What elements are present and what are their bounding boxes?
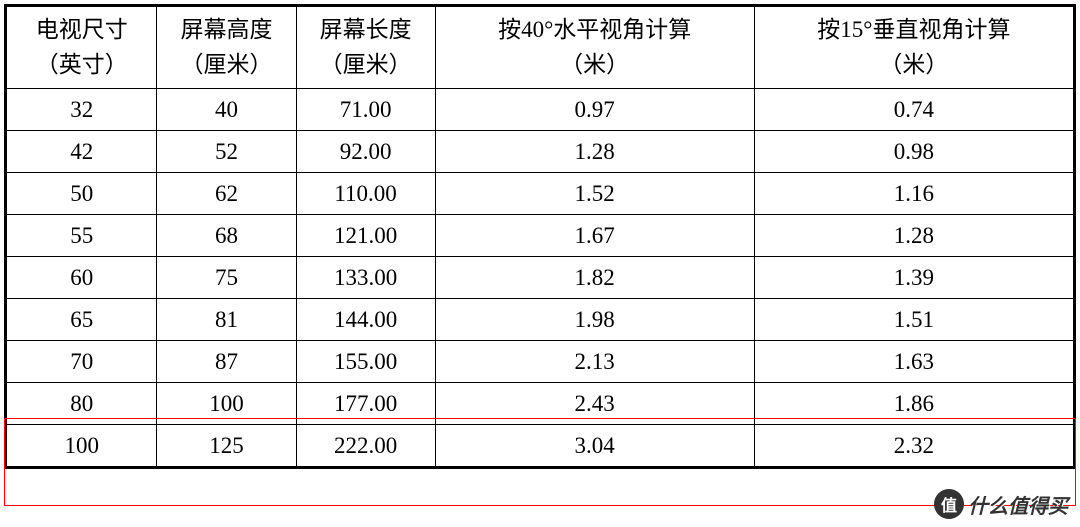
cell-screen-width: 155.00 <box>296 341 435 383</box>
cell-screen-height: 40 <box>157 89 296 131</box>
cell-horizontal: 0.97 <box>435 89 754 131</box>
cell-vertical: 1.16 <box>754 173 1073 215</box>
cell-vertical: 1.86 <box>754 383 1073 425</box>
table-body: 32 40 71.00 0.97 0.74 42 52 92.00 1.28 0… <box>7 89 1074 467</box>
cell-vertical: 0.74 <box>754 89 1073 131</box>
header-line-2: （米） <box>757 48 1071 83</box>
table-row: 60 75 133.00 1.82 1.39 <box>7 257 1074 299</box>
cell-screen-width: 144.00 <box>296 299 435 341</box>
cell-screen-height: 125 <box>157 425 296 467</box>
tv-size-table: 电视尺寸 （英寸） 屏幕高度 （厘米） 屏幕长度 （厘米） 按40°水平视角计算… <box>6 6 1074 467</box>
cell-horizontal: 1.67 <box>435 215 754 257</box>
table-row: 42 52 92.00 1.28 0.98 <box>7 131 1074 173</box>
cell-vertical: 2.32 <box>754 425 1073 467</box>
cell-horizontal: 2.13 <box>435 341 754 383</box>
table-row: 65 81 144.00 1.98 1.51 <box>7 299 1074 341</box>
cell-horizontal: 1.98 <box>435 299 754 341</box>
cell-screen-width: 222.00 <box>296 425 435 467</box>
header-line-1: 屏幕高度 <box>159 13 293 48</box>
col-header-horizontal-angle: 按40°水平视角计算 （米） <box>435 7 754 89</box>
cell-horizontal: 1.28 <box>435 131 754 173</box>
col-header-screen-height: 屏幕高度 （厘米） <box>157 7 296 89</box>
cell-tv-size: 42 <box>7 131 157 173</box>
cell-vertical: 1.51 <box>754 299 1073 341</box>
cell-screen-height: 81 <box>157 299 296 341</box>
cell-screen-width: 177.00 <box>296 383 435 425</box>
table-row: 100 125 222.00 3.04 2.32 <box>7 425 1074 467</box>
cell-screen-width: 71.00 <box>296 89 435 131</box>
header-line-2: （厘米） <box>159 48 293 83</box>
cell-tv-size: 55 <box>7 215 157 257</box>
cell-screen-height: 68 <box>157 215 296 257</box>
cell-screen-width: 121.00 <box>296 215 435 257</box>
cell-tv-size: 32 <box>7 89 157 131</box>
cell-screen-width: 133.00 <box>296 257 435 299</box>
col-header-screen-width: 屏幕长度 （厘米） <box>296 7 435 89</box>
header-line-2: （米） <box>438 48 752 83</box>
tv-size-table-container: 电视尺寸 （英寸） 屏幕高度 （厘米） 屏幕长度 （厘米） 按40°水平视角计算… <box>4 4 1076 469</box>
col-header-tv-size: 电视尺寸 （英寸） <box>7 7 157 89</box>
cell-screen-height: 52 <box>157 131 296 173</box>
header-line-1: 按40°水平视角计算 <box>438 13 752 48</box>
cell-horizontal: 2.43 <box>435 383 754 425</box>
table-row: 32 40 71.00 0.97 0.74 <box>7 89 1074 131</box>
cell-vertical: 1.39 <box>754 257 1073 299</box>
watermark-badge: 值 什么值得买 <box>934 489 1068 519</box>
cell-horizontal: 1.52 <box>435 173 754 215</box>
cell-horizontal: 1.82 <box>435 257 754 299</box>
cell-screen-height: 75 <box>157 257 296 299</box>
cell-tv-size: 70 <box>7 341 157 383</box>
cell-vertical: 1.28 <box>754 215 1073 257</box>
header-line-2: （英寸） <box>9 48 154 83</box>
cell-screen-width: 92.00 <box>296 131 435 173</box>
table-header-row: 电视尺寸 （英寸） 屏幕高度 （厘米） 屏幕长度 （厘米） 按40°水平视角计算… <box>7 7 1074 89</box>
header-line-1: 按15°垂直视角计算 <box>757 13 1071 48</box>
header-line-1: 电视尺寸 <box>9 13 154 48</box>
cell-horizontal: 3.04 <box>435 425 754 467</box>
cell-screen-height: 100 <box>157 383 296 425</box>
cell-vertical: 1.63 <box>754 341 1073 383</box>
table-row: 50 62 110.00 1.52 1.16 <box>7 173 1074 215</box>
cell-tv-size: 50 <box>7 173 157 215</box>
cell-tv-size: 65 <box>7 299 157 341</box>
cell-screen-height: 62 <box>157 173 296 215</box>
col-header-vertical-angle: 按15°垂直视角计算 （米） <box>754 7 1073 89</box>
cell-screen-width: 110.00 <box>296 173 435 215</box>
table-row: 55 68 121.00 1.67 1.28 <box>7 215 1074 257</box>
watermark-icon: 值 <box>934 489 964 519</box>
cell-tv-size: 80 <box>7 383 157 425</box>
table-row: 70 87 155.00 2.13 1.63 <box>7 341 1074 383</box>
header-line-2: （厘米） <box>299 48 433 83</box>
cell-screen-height: 87 <box>157 341 296 383</box>
cell-tv-size: 100 <box>7 425 157 467</box>
header-line-1: 屏幕长度 <box>299 13 433 48</box>
table-row: 80 100 177.00 2.43 1.86 <box>7 383 1074 425</box>
watermark-label: 什么值得买 <box>968 490 1068 519</box>
cell-tv-size: 60 <box>7 257 157 299</box>
cell-vertical: 0.98 <box>754 131 1073 173</box>
